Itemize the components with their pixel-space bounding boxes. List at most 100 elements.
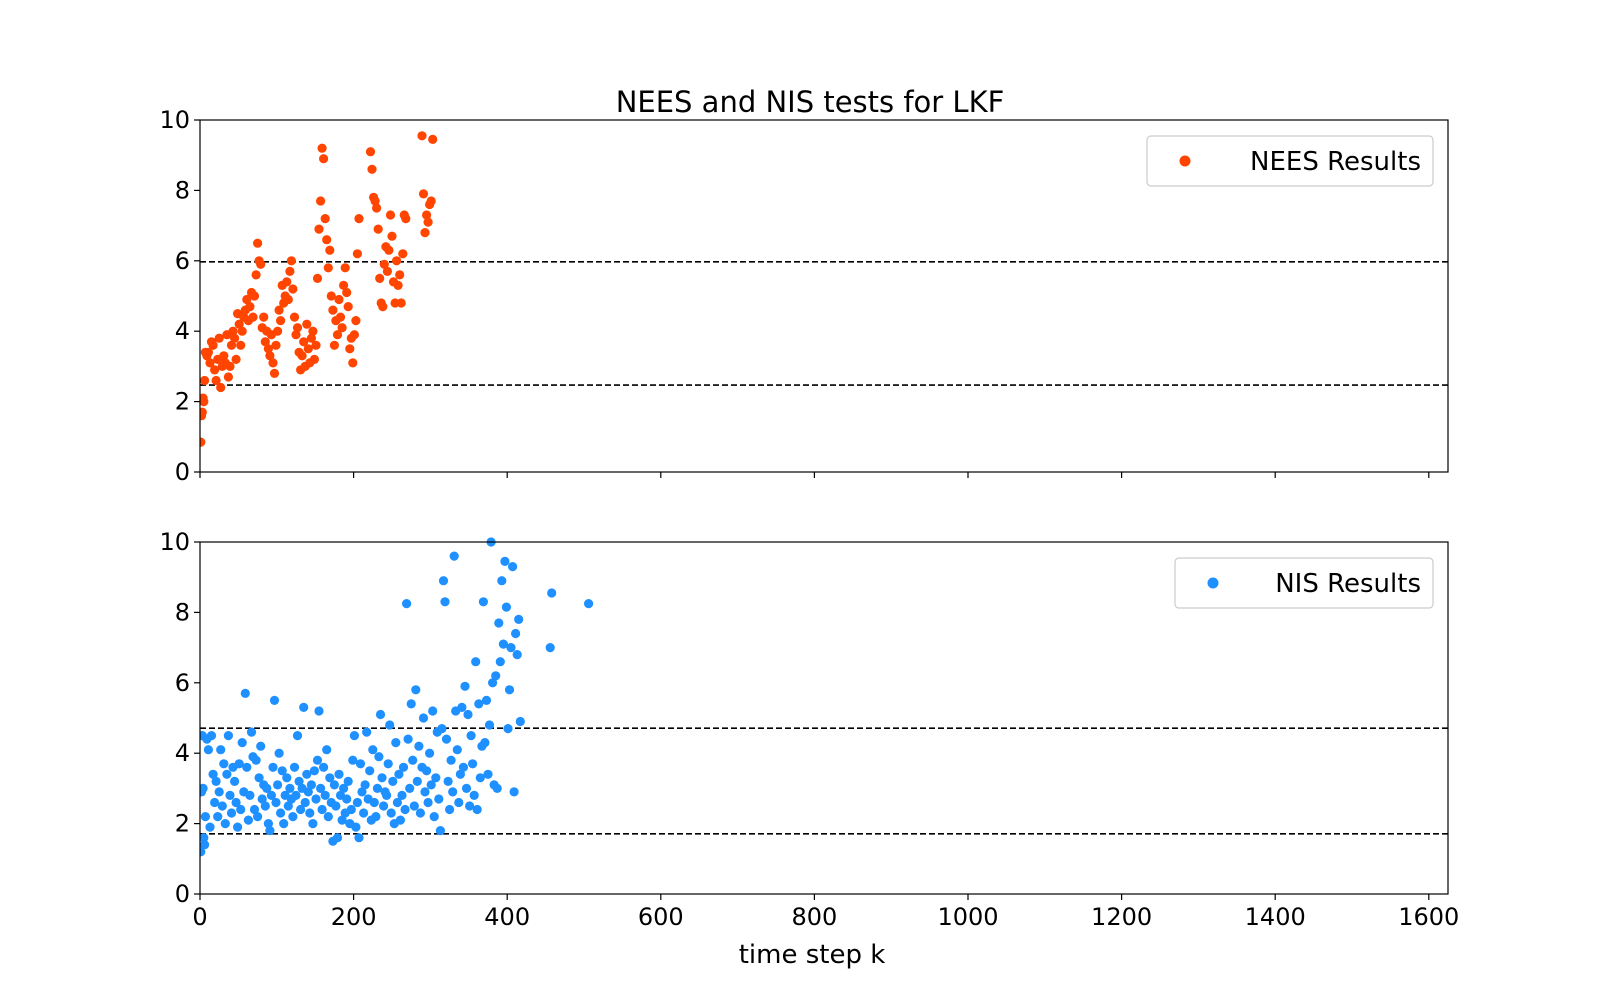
nis-y-tick-label: 10 — [159, 528, 190, 556]
nis-point — [346, 804, 356, 815]
nis-point — [418, 713, 429, 723]
nis-point — [360, 780, 370, 790]
nis-x-tick-label: 200 — [331, 903, 377, 931]
nees-point — [283, 294, 293, 305]
nis-point — [392, 797, 402, 808]
nis-point — [240, 688, 250, 699]
nees-point — [395, 270, 405, 280]
nees-point — [379, 259, 389, 269]
nis-point — [260, 801, 270, 811]
nees-x-axis — [199, 472, 1430, 478]
nis-point — [332, 833, 343, 843]
nis-point — [285, 783, 295, 794]
nis-point — [203, 745, 213, 755]
nees-point — [302, 319, 312, 329]
nis-point — [475, 773, 485, 783]
nis-point — [437, 724, 447, 734]
nis-legend-marker — [1207, 577, 1219, 589]
nis-point — [415, 808, 425, 818]
nis-point — [478, 597, 488, 607]
nees-point — [316, 196, 326, 206]
nees-point — [249, 291, 260, 301]
nis-point — [246, 727, 257, 737]
nis-point — [425, 748, 435, 758]
nees-point — [326, 291, 336, 301]
nis-point — [357, 787, 367, 797]
nees-point — [322, 235, 332, 245]
nees-point — [396, 298, 406, 308]
nees-point — [306, 333, 316, 343]
nis-point — [372, 783, 382, 794]
nis-point — [409, 801, 419, 811]
nis-point — [431, 773, 441, 783]
nis-point — [398, 762, 409, 772]
nees-point — [200, 375, 210, 386]
nis-point — [403, 734, 413, 744]
nees-point — [351, 316, 361, 326]
nis-y-axis: 0 2 4 6 8 10 — [159, 528, 200, 908]
nis-point — [266, 790, 276, 801]
nees-point — [375, 273, 385, 283]
nis-point — [200, 783, 208, 793]
nis-point — [481, 695, 492, 706]
nees-point — [286, 256, 296, 266]
nis-point — [377, 773, 387, 783]
nees-point — [329, 340, 339, 350]
nis-y-tick-label: 6 — [175, 669, 190, 697]
nis-point — [305, 808, 315, 818]
nis-point — [458, 762, 468, 772]
nees-legend-label: NEES Results — [1250, 147, 1421, 177]
nees-point — [211, 375, 221, 386]
nis-point — [397, 790, 407, 801]
nis-point — [226, 808, 237, 818]
nees-y-tick-label: 6 — [175, 247, 190, 275]
nis-point — [369, 797, 379, 808]
nis-point — [434, 794, 444, 804]
nees-point — [314, 224, 324, 234]
nis-point — [375, 709, 386, 720]
nees-point — [297, 351, 307, 361]
nees-point — [282, 277, 292, 287]
nis-point — [385, 720, 395, 730]
nees-point — [426, 196, 436, 206]
nis-point — [220, 819, 230, 829]
nis-point — [317, 804, 327, 815]
nis-point — [217, 801, 227, 811]
nees-point — [216, 382, 226, 393]
nees-points — [200, 131, 438, 447]
nis-point — [408, 755, 418, 765]
nis-point — [211, 776, 221, 787]
nis-point — [230, 776, 240, 787]
nees-point — [311, 340, 321, 350]
nees-point — [234, 319, 244, 329]
nis-point — [469, 790, 479, 801]
nis-point — [349, 731, 359, 741]
nis-point — [251, 755, 261, 765]
nis-point — [320, 790, 330, 801]
nis-point — [446, 755, 456, 765]
nis-point — [506, 643, 516, 653]
nis-point — [288, 812, 298, 822]
nis-point — [352, 797, 362, 808]
nis-x-tick-label: 0 — [192, 903, 207, 931]
nis-point — [283, 801, 293, 811]
nees-legend: NEES Results — [1146, 135, 1434, 187]
nis-point — [449, 551, 459, 561]
nis-point — [494, 618, 504, 628]
nis-point — [411, 685, 421, 695]
nis-legend-label: NIS Results — [1275, 569, 1421, 599]
nis-point — [342, 794, 352, 804]
nees-point — [328, 305, 338, 315]
nis-point — [210, 797, 220, 808]
nis-point — [300, 797, 310, 808]
nees-point — [339, 280, 349, 290]
nis-x-tick-label: 600 — [638, 903, 684, 931]
nis-point — [316, 783, 326, 794]
nis-point — [428, 706, 438, 716]
nees-point — [422, 210, 432, 220]
nis-point — [498, 639, 508, 649]
nis-point — [383, 759, 393, 769]
nis-point — [468, 759, 478, 769]
nis-point — [391, 738, 401, 748]
nis-x-tick-label: 1400 — [1245, 903, 1306, 931]
